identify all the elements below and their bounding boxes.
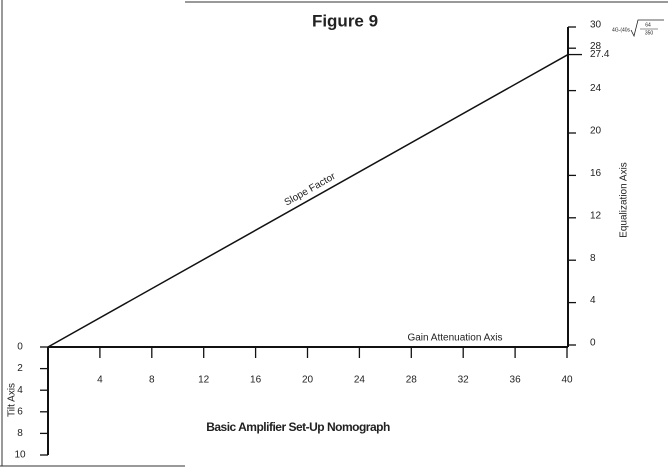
equalization-tick-label: 30 bbox=[590, 20, 602, 31]
tilt-tick-label: 8 bbox=[17, 428, 23, 439]
equalization-tick-label: 20 bbox=[590, 126, 602, 137]
tilt-tick-label: 0 bbox=[17, 342, 23, 353]
gain-tick-label: 20 bbox=[302, 375, 314, 386]
equalization-marked-label: 27.4 bbox=[590, 49, 610, 60]
equalization-tick-label: 16 bbox=[590, 168, 602, 179]
equalization-tick-label: 12 bbox=[590, 210, 602, 221]
caption: Basic Amplifier Set-Up Nomograph bbox=[206, 420, 390, 434]
formula-denominator: 350 bbox=[645, 30, 654, 36]
equalization-axis-label: Equalization Axis bbox=[619, 162, 630, 238]
sqrt-sign bbox=[630, 19, 664, 38]
equalization-tick-label: 4 bbox=[590, 295, 596, 306]
equalization-tick-label: 8 bbox=[590, 253, 596, 264]
slope-line-label: Slope Factor bbox=[283, 171, 338, 209]
equalization-tick-label: 0 bbox=[590, 338, 596, 349]
gain-tick-label: 12 bbox=[198, 375, 210, 386]
gain-tick-label: 40 bbox=[561, 375, 573, 386]
slope-line bbox=[47, 53, 569, 348]
gain-tick-label: 32 bbox=[458, 375, 470, 386]
gain-tick-label: 36 bbox=[510, 375, 522, 386]
title: Figure 9 bbox=[312, 11, 378, 30]
gain-tick-label: 16 bbox=[250, 375, 262, 386]
tilt-tick-label: 10 bbox=[14, 450, 26, 461]
formula: 4G-(40s bbox=[612, 27, 631, 33]
tilt-tick-label: 2 bbox=[17, 363, 23, 374]
gain-tick-label: 28 bbox=[406, 375, 418, 386]
tilt-tick-label: 6 bbox=[17, 406, 23, 417]
tilt-axis-label: Tilt Axis bbox=[7, 383, 18, 417]
gain-axis-label: Gain Attenuation Axis bbox=[407, 333, 502, 344]
gain-tick-label: 4 bbox=[97, 375, 103, 386]
equalization-tick-label: 28 bbox=[590, 41, 602, 52]
formula-numerator: 64 bbox=[645, 22, 651, 28]
equalization-tick-label: 24 bbox=[590, 83, 602, 94]
gain-tick-label: 24 bbox=[354, 375, 366, 386]
tilt-tick-label: 4 bbox=[17, 385, 23, 396]
gain-tick-label: 8 bbox=[149, 375, 155, 386]
